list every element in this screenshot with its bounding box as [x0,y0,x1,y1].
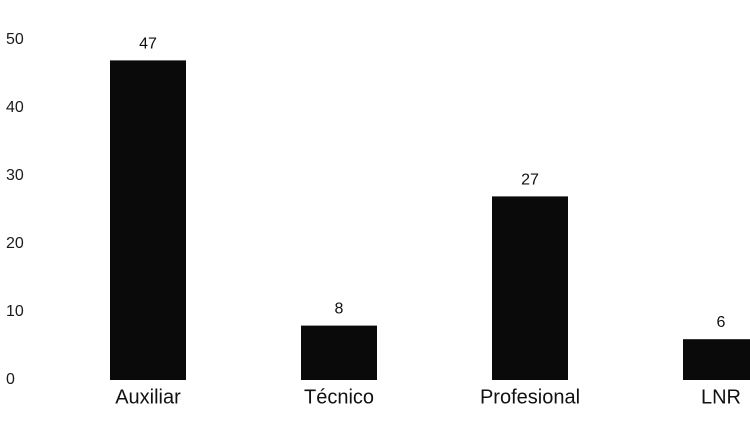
bar-auxiliar [110,60,186,381]
x-category-label: Técnico [304,387,374,409]
y-axis: 0 10 20 30 40 50 [6,31,24,388]
data-label: 6 [717,314,726,331]
bars [110,60,750,381]
y-tick-label: 40 [6,99,24,116]
x-category-label: LNR [701,387,741,409]
x-axis: Auxiliar Técnico Profesional LNR [115,387,741,409]
y-tick-label: 30 [6,167,24,184]
data-label: 47 [139,35,157,52]
y-tick-label: 20 [6,235,24,252]
y-tick-label: 50 [6,31,24,48]
bar-profesional [492,196,568,380]
x-category-label: Auxiliar [115,387,181,409]
x-category-label: Profesional [480,387,580,409]
y-tick-label: 0 [6,371,15,388]
bar-lnr [683,339,750,380]
data-label: 27 [521,171,539,188]
y-tick-label: 10 [6,303,24,320]
bar-técnico [301,325,377,380]
data-label: 8 [335,301,344,318]
data-labels: 47 8 27 6 [139,35,725,331]
